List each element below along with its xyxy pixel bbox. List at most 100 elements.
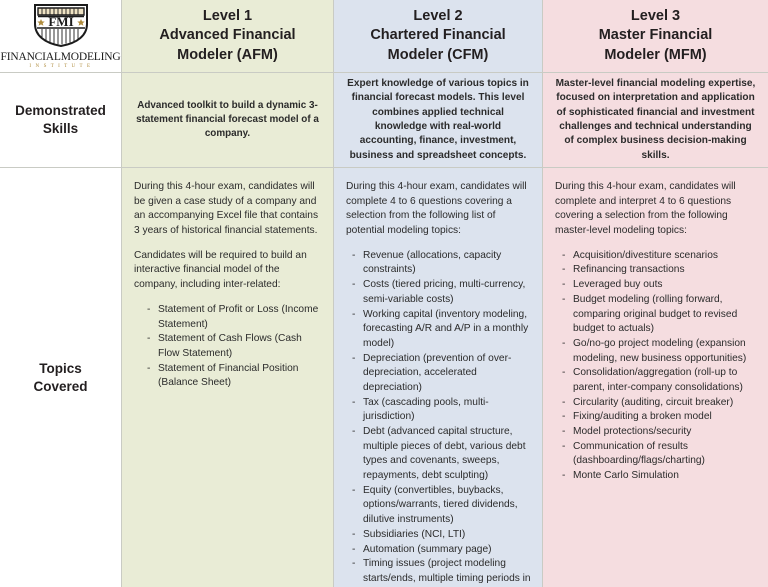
topics-level-3-intro: During this 4-hour exam, candidates will…	[555, 181, 736, 237]
bullet-dash-icon: -	[562, 249, 566, 261]
bullet-dash-icon: -	[562, 279, 566, 291]
header-level-2-title-line2: Modeler (CFM)	[387, 46, 489, 63]
topics-level-3-list: - Acquisition/divestiture scenarios - Refin…	[560, 249, 757, 484]
topics-level-2-intro: During this 4-hour exam, candidates will…	[346, 181, 527, 237]
header-level-2-level: Level 2	[413, 8, 463, 25]
brand-wordmark: FinancialModeling	[0, 51, 121, 63]
topic-list-item: - Go/no-go project modeling (expansion mo…	[560, 337, 757, 366]
topic-list-item: - Refinancing transactions	[560, 263, 757, 278]
topic-list-item: - Tax (cascading pools, multi-jurisdictio…	[351, 396, 531, 425]
row-label-topics-line1: Topics	[39, 360, 82, 376]
topics-level-1: During this 4-hour exam, candidates will…	[122, 168, 334, 587]
topic-list-item-label: Monte Carlo Simulation	[573, 470, 679, 482]
topics-level-1-list: - Statement of Profit or Loss (Income Sta…	[146, 303, 322, 391]
topic-list-item: - Timing issues (project modeling starts/…	[351, 557, 531, 587]
topic-list-item-label: Automation (summary page)	[363, 543, 492, 555]
topic-list-item-label: Go/no-go project modeling (expansion mod…	[573, 337, 747, 364]
topic-list-item: - Depreciation (prevention of over-deprec…	[351, 352, 531, 396]
bullet-dash-icon: -	[352, 484, 356, 496]
header-level-1-title-line1: Advanced Financial	[159, 27, 296, 44]
topic-list-item: - Statement of Cash Flows (Cash Flow Stat…	[146, 332, 322, 361]
topic-list-item-label: Costs (tiered pricing, multi-currency, s…	[363, 279, 526, 305]
header-level-3-title-line1: Master Financial	[598, 27, 713, 44]
topic-list-item: - Working capital (inventory modeling, fo…	[351, 308, 531, 352]
brand-sub-wordmark: I N S T I T U T E	[29, 64, 92, 69]
topic-list-item-label: Model protections/security	[573, 426, 692, 437]
topic-list-item-label: Budget modeling (rolling forward, compar…	[573, 293, 738, 335]
header-level-2-title-line1: Chartered Financial	[370, 27, 506, 44]
topic-list-item-label: Tax (cascading pools, multi-jurisdiction…	[363, 396, 489, 423]
skills-level-2-text: Expert knowledge of various topics in fi…	[347, 78, 529, 161]
skills-level-3: Master-level financial modeling expertis…	[543, 73, 768, 168]
header-level-3-level: Level 3	[630, 8, 681, 25]
bullet-dash-icon: -	[562, 411, 566, 423]
bullet-dash-icon: -	[352, 279, 356, 291]
topic-list-item-label: Revenue (allocations, capacity constrain…	[363, 249, 502, 276]
topic-list-item-label: Leveraged buy outs	[573, 279, 663, 291]
bullet-dash-icon: -	[562, 367, 566, 379]
fmi-shield-logo-icon: FMI	[30, 2, 92, 48]
topic-list-item-label: Acquisition/divestiture scenarios	[573, 249, 718, 261]
bullet-dash-icon: -	[562, 396, 566, 408]
topic-list-item-label: Statement of Cash Flows (Cash Flow State…	[158, 333, 302, 359]
topics-level-2: During this 4-hour exam, candidates will…	[334, 168, 543, 587]
row-label-topics-covered: Topics Covered	[0, 168, 122, 587]
row-label-topics-line2: Covered	[33, 378, 88, 394]
bullet-dash-icon: -	[147, 333, 151, 345]
topic-list-item: - Leveraged buy outs	[560, 278, 757, 293]
topic-list-item-label: Fixing/auditing a broken model	[573, 411, 712, 423]
bullet-dash-icon: -	[352, 352, 356, 364]
bullet-dash-icon: -	[562, 426, 566, 437]
skills-level-1: Advanced toolkit to build a dynamic 3-st…	[122, 73, 334, 168]
header-level-2: Level 2 Chartered Financial Modeler (CFM…	[334, 0, 543, 73]
topic-list-item: - Circularity (auditing, circuit breaker)	[560, 396, 757, 411]
topic-list-item-label: Debt (advanced capital structure, multip…	[363, 426, 526, 482]
bullet-dash-icon: -	[562, 293, 566, 305]
topic-list-item: - Fixing/auditing a broken model	[560, 410, 757, 425]
header-level-1-level: Level 1	[202, 8, 253, 25]
topic-list-item: - Budget modeling (rolling forward, compa…	[560, 293, 757, 337]
brand-logo-cell: FMI FinancialModeling I N S T I T U T E	[0, 0, 122, 73]
topic-list-item-label: Subsidiaries (NCI, LTI)	[363, 528, 466, 540]
topic-list-item-label: Timing issues (project modeling starts/e…	[363, 558, 531, 584]
topic-list-item-label: Working capital (inventory modeling, for…	[363, 308, 529, 349]
svg-text:FMI: FMI	[48, 14, 73, 29]
topic-list-item-label: Communication of results (dashboarding/f…	[573, 440, 705, 467]
row-label-demonstrated-skills: Demonstrated Skills	[0, 73, 122, 168]
bullet-dash-icon: -	[352, 528, 356, 540]
topic-list-item: - Monte Carlo Simulation	[560, 469, 757, 484]
topic-list-item: - Statement of Profit or Loss (Income Sta…	[146, 303, 322, 332]
skills-level-1-text: Advanced toolkit to build a dynamic 3-st…	[136, 99, 319, 140]
bullet-dash-icon: -	[147, 362, 151, 374]
topic-list-item-label: Refinancing transactions	[573, 264, 685, 276]
row-label-skills-line2: Skills	[42, 121, 79, 136]
topic-list-item: - Statement of Financial Position (Balanc…	[146, 362, 322, 391]
bullet-dash-icon: -	[352, 426, 356, 437]
topics-level-3: During this 4-hour exam, candidates will…	[543, 168, 768, 587]
topic-list-item-label: Depreciation (prevention of over-depreci…	[363, 352, 512, 393]
topic-list-item-label: Statement of Profit or Loss (Income Stat…	[158, 303, 319, 330]
topic-list-item-label: Equity (convertibles, buybacks, options/…	[363, 484, 518, 526]
bullet-dash-icon: -	[352, 249, 356, 261]
skills-level-2: Expert knowledge of various topics in fi…	[334, 73, 543, 168]
topic-list-item: - Revenue (allocations, capacity constrai…	[351, 249, 531, 278]
topic-list-item: - Subsidiaries (NCI, LTI)	[351, 528, 531, 543]
topic-list-item: - Debt (advanced capital structure, multi…	[351, 425, 531, 484]
header-level-3: Level 3 Master Financial Modeler (MFM)	[543, 0, 768, 73]
topic-list-item: - Acquisition/divestiture scenarios	[560, 249, 757, 264]
bullet-dash-icon: -	[562, 337, 566, 349]
topic-list-item-label: Statement of Financial Position (Balance…	[158, 362, 299, 389]
topic-list-item: - Model protections/security	[560, 425, 757, 440]
bullet-dash-icon: -	[562, 470, 566, 482]
bullet-dash-icon: -	[352, 396, 356, 408]
row-label-skills-line1: Demonstrated	[15, 103, 106, 119]
topic-list-item: - Communication of results (dashboarding/…	[560, 440, 757, 469]
bullet-dash-icon: -	[352, 558, 356, 570]
header-level-3-title-line2: Modeler (MFM)	[604, 46, 707, 63]
topics-level-1-intro2: Candidates will be required to build an …	[134, 249, 307, 291]
bullet-dash-icon: -	[352, 543, 356, 555]
topics-level-2-list: - Revenue (allocations, capacity constrai…	[351, 249, 531, 587]
bullet-dash-icon: -	[147, 303, 151, 315]
header-level-1-title-line2: Modeler (AFM)	[177, 46, 278, 63]
